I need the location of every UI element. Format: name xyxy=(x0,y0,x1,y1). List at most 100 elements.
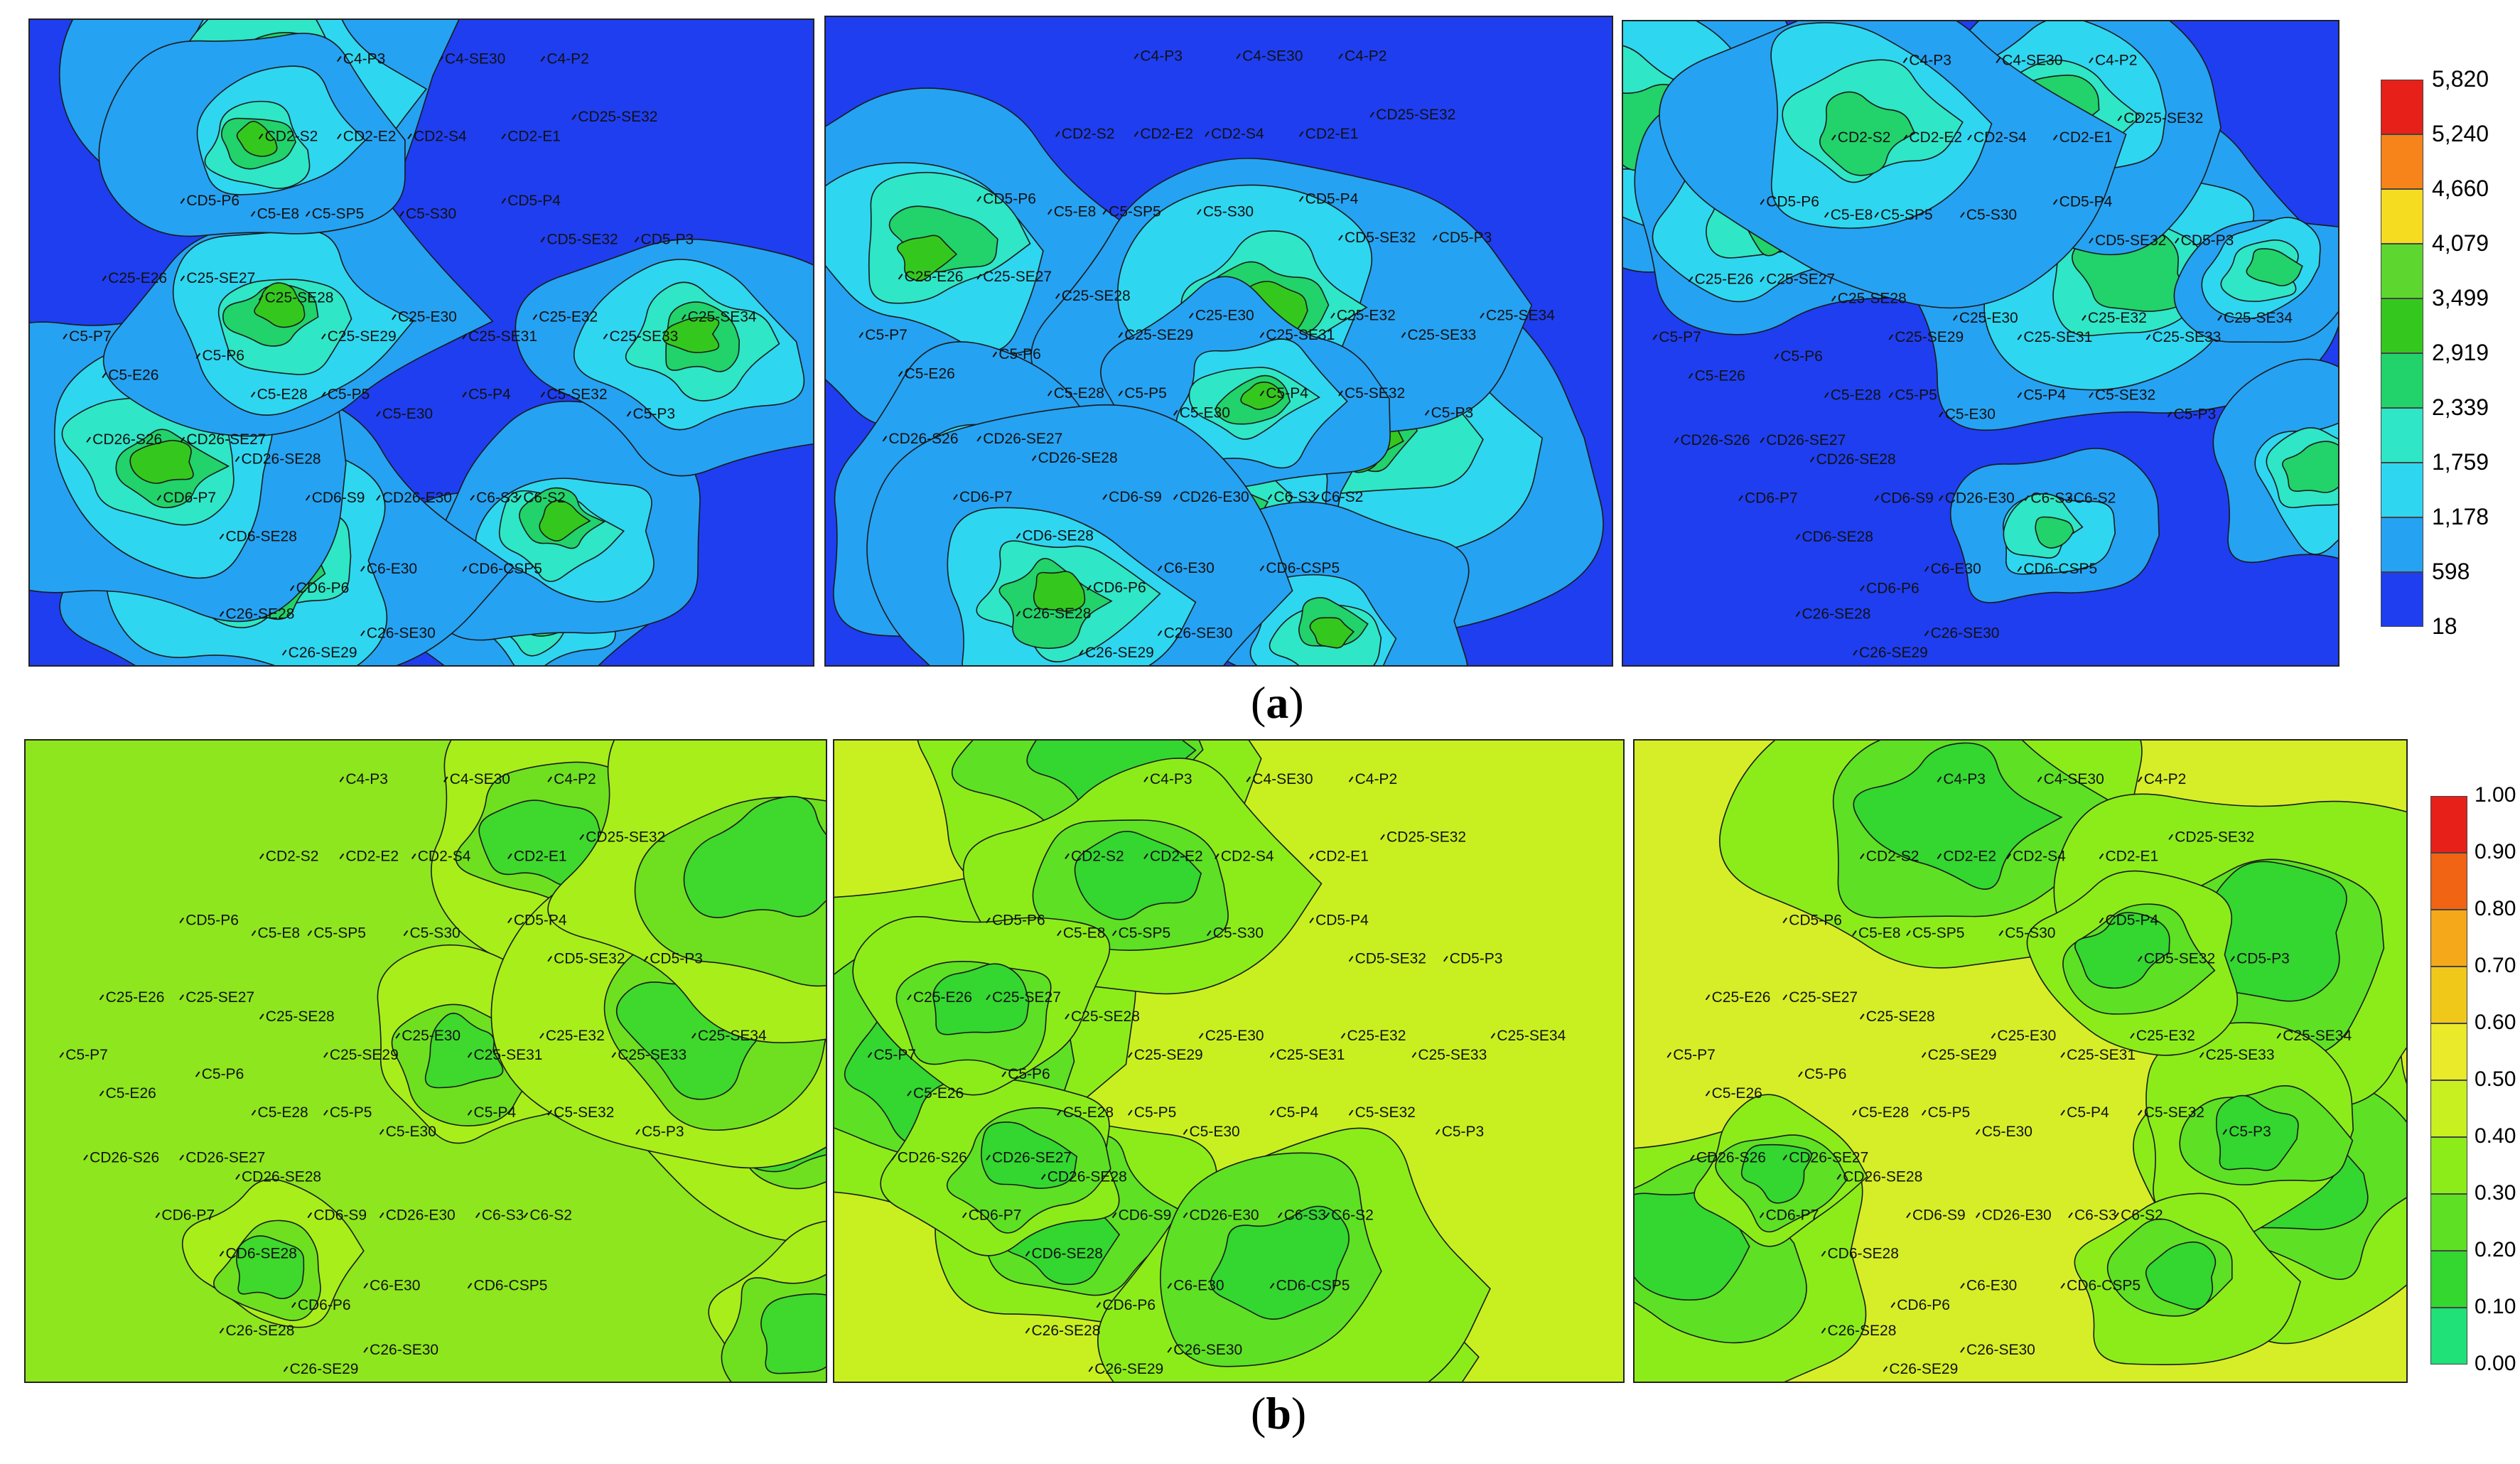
caption-b: (b) xyxy=(1251,1388,1307,1438)
well-label: CD6-CSP5 xyxy=(474,1278,548,1294)
well-marker xyxy=(1967,134,1972,141)
well-label: C5-E30 xyxy=(1180,404,1230,421)
well-label: C5-E26 xyxy=(1695,367,1745,384)
well-label: C5-SE32 xyxy=(546,387,607,403)
well-marker xyxy=(376,495,381,501)
well-label: CD26-SE28 xyxy=(242,451,321,467)
well-label: CD2-E1 xyxy=(1305,126,1359,142)
well-label: CD6-CSP5 xyxy=(1266,560,1340,576)
well-label: CD6-P6 xyxy=(298,1297,351,1313)
well-marker xyxy=(962,1212,967,1219)
well-marker xyxy=(1298,131,1304,137)
well-label: C5-SE32 xyxy=(1345,385,1405,402)
well-marker xyxy=(2167,411,2172,418)
well-marker xyxy=(976,195,982,202)
well-label: C25-E26 xyxy=(1695,271,1754,287)
well-marker xyxy=(898,371,903,377)
well-marker xyxy=(2130,1033,2135,1039)
well-label: C5-S30 xyxy=(2005,925,2055,942)
contour-region xyxy=(236,121,278,157)
well-marker xyxy=(2024,495,2030,502)
well-label: CD26-SE28 xyxy=(1843,1168,1922,1185)
well-marker xyxy=(1047,209,1052,215)
well-marker xyxy=(392,314,397,321)
well-label: CD26-SE28 xyxy=(242,1168,321,1185)
well-marker xyxy=(1102,209,1107,215)
well-label: CD25-SE32 xyxy=(2123,110,2203,127)
well-marker xyxy=(953,494,958,500)
well-marker xyxy=(976,274,982,280)
well-marker xyxy=(611,1052,617,1058)
legend-tick-label: 0.80 xyxy=(2475,897,2516,920)
well-label: C4-SE30 xyxy=(1252,771,1313,787)
well-label: CD5-P6 xyxy=(185,913,239,929)
well-marker xyxy=(1795,610,1801,618)
well-label: C4-SE30 xyxy=(2002,52,2062,68)
well-marker xyxy=(1666,1052,1672,1058)
map-panel-b3: C4-P3 C4-SE30 C4-P2 CD2-S2 CD2-E2 CD2-S4 CD2-E… xyxy=(1633,739,2408,1383)
well-marker xyxy=(2037,776,2042,782)
well-label: C25-SE29 xyxy=(1928,1047,1997,1063)
well-label: CD6-P7 xyxy=(959,489,1013,505)
well-marker xyxy=(1435,1129,1441,1135)
well-label: C5-E28 xyxy=(257,387,308,403)
well-marker xyxy=(1824,392,1829,399)
legend-tick-label: 4,079 xyxy=(2432,230,2489,256)
well-marker xyxy=(1821,1328,1826,1334)
well-marker xyxy=(2082,315,2086,321)
well-marker xyxy=(2067,495,2072,502)
well-label: C6-S3 xyxy=(476,490,519,506)
well-label: CD6-S9 xyxy=(313,1207,367,1223)
well-marker xyxy=(539,1033,544,1039)
contour-region xyxy=(1740,1143,1812,1204)
legend-tick-label: 5,240 xyxy=(2432,120,2489,146)
well-marker xyxy=(376,411,381,417)
well-marker xyxy=(1102,494,1107,500)
well-marker xyxy=(1938,495,1944,502)
well-marker xyxy=(1888,334,1894,340)
well-label: CD26-S26 xyxy=(888,431,958,447)
well-label: C5-E30 xyxy=(386,1124,436,1140)
well-marker xyxy=(1874,495,1879,502)
legend-swatch xyxy=(2381,298,2423,353)
well-label: CD6-P7 xyxy=(969,1207,1022,1223)
well-label: CD5-P4 xyxy=(514,913,567,929)
well-marker xyxy=(379,1212,384,1219)
well-marker xyxy=(1065,853,1070,859)
well-marker xyxy=(251,1109,257,1116)
well-marker xyxy=(1424,409,1430,416)
well-label: CD26-SE27 xyxy=(1766,432,1846,448)
well-marker xyxy=(1782,917,1788,924)
well-marker xyxy=(1047,390,1052,397)
well-marker xyxy=(2137,776,2143,782)
well-label: CD2-E2 xyxy=(1150,848,1203,864)
well-label: C25-SE31 xyxy=(1266,327,1335,343)
well-label: C5-P5 xyxy=(330,1104,372,1121)
well-marker xyxy=(1705,994,1711,1001)
well-marker xyxy=(1852,930,1857,937)
contour-map-b1: C4-P3 C4-SE30 C4-P2 CD2-S2 CD2-E2 CD2-S4 CD2-E… xyxy=(26,741,826,1382)
well-marker xyxy=(1902,134,1908,141)
well-label: CD5-SE32 xyxy=(554,951,625,967)
well-label: CD2-S2 xyxy=(1071,848,1124,864)
well-label: C5-P6 xyxy=(1008,1066,1050,1082)
legend-tick-label: 1.00 xyxy=(2475,783,2516,807)
contour-region xyxy=(129,440,194,484)
well-marker xyxy=(1821,1251,1826,1257)
well-marker xyxy=(1401,332,1406,338)
well-marker xyxy=(681,314,686,321)
well-label: C26-SE29 xyxy=(1094,1361,1163,1377)
well-marker xyxy=(1325,1212,1330,1219)
well-label: C25-SE33 xyxy=(2206,1047,2275,1063)
well-marker xyxy=(2117,115,2123,122)
well-marker xyxy=(1189,312,1194,319)
well-label: CD2-E1 xyxy=(507,128,561,144)
legend-swatch xyxy=(2381,408,2423,463)
well-label: CD26-SE28 xyxy=(1048,1168,1127,1185)
well-label: C5-E30 xyxy=(1982,1124,2032,1140)
well-label: CD26-E30 xyxy=(386,1207,456,1223)
well-marker xyxy=(547,776,552,782)
well-marker xyxy=(907,994,912,1001)
well-marker xyxy=(1938,411,1944,418)
well-label: CD6-S9 xyxy=(1119,1207,1172,1223)
